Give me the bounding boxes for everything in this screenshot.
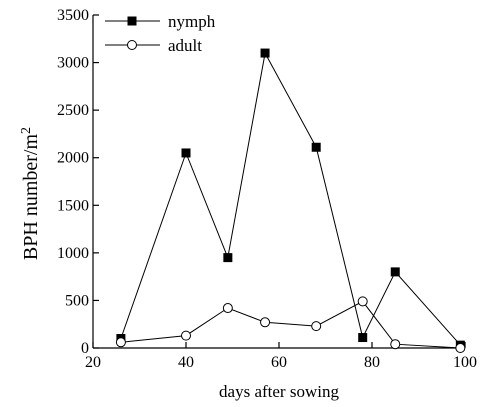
x-tick-label: 80	[364, 354, 380, 371]
y-tick-label: 3500	[57, 7, 89, 24]
x-tick-label: 100	[453, 354, 477, 371]
x-ticks: 20 40 60 80 100	[85, 342, 477, 371]
data-point-adult	[357, 296, 368, 307]
y-ticks: 0 500 1000 1500 2000 2500 3000 3500	[57, 7, 99, 357]
axes: 0 500 1000 1500 2000 2500 3000 3500 20 40 60 80 100	[57, 7, 477, 371]
data-point-adult	[311, 321, 322, 332]
data-point-adult	[260, 317, 271, 328]
data-point-nymph	[223, 253, 233, 263]
legend-item-nymph: nymph	[105, 12, 216, 31]
data-point-nymph	[311, 142, 321, 152]
legend: nymph adult	[105, 12, 216, 55]
series-nymph	[116, 48, 465, 350]
y-tick-label: 0	[81, 340, 89, 357]
y-tick-label: 3000	[57, 55, 89, 72]
x-tick-label: 60	[271, 354, 287, 371]
data-point-adult	[390, 339, 401, 350]
legend-marker	[127, 16, 137, 26]
y-tick-label: 2000	[57, 150, 89, 167]
series-line-nymph	[120, 51, 461, 346]
x-tick-label: 40	[178, 354, 194, 371]
series-adult	[115, 296, 466, 353]
y-tick-label: 1500	[57, 197, 89, 214]
y-tick-label: 500	[65, 292, 89, 309]
data-point-adult	[115, 337, 126, 348]
y-axis-title-main: BPH number/m	[20, 134, 42, 261]
x-tick-label: 20	[85, 354, 101, 371]
data-point-nymph	[260, 48, 270, 58]
data-point-adult	[222, 303, 233, 314]
data-point-nymph	[390, 267, 400, 277]
legend-label: nymph	[168, 12, 216, 31]
legend-item-adult: adult	[105, 36, 202, 55]
y-tick-label: 1000	[57, 245, 89, 262]
y-axis-title: BPH number/m2	[19, 127, 42, 260]
series-line-adult	[120, 300, 461, 349]
legend-label: adult	[168, 36, 202, 55]
x-axis-title: days after sowing	[219, 382, 339, 401]
data-point-adult	[455, 343, 466, 353]
series-layer	[115, 48, 466, 353]
data-point-nymph	[181, 148, 191, 158]
data-point-nymph	[358, 333, 368, 343]
y-tick-label: 2500	[57, 102, 89, 119]
data-point-adult	[181, 330, 191, 341]
y-axis-title-superscript: 2	[19, 127, 34, 134]
legend-marker	[127, 40, 137, 50]
